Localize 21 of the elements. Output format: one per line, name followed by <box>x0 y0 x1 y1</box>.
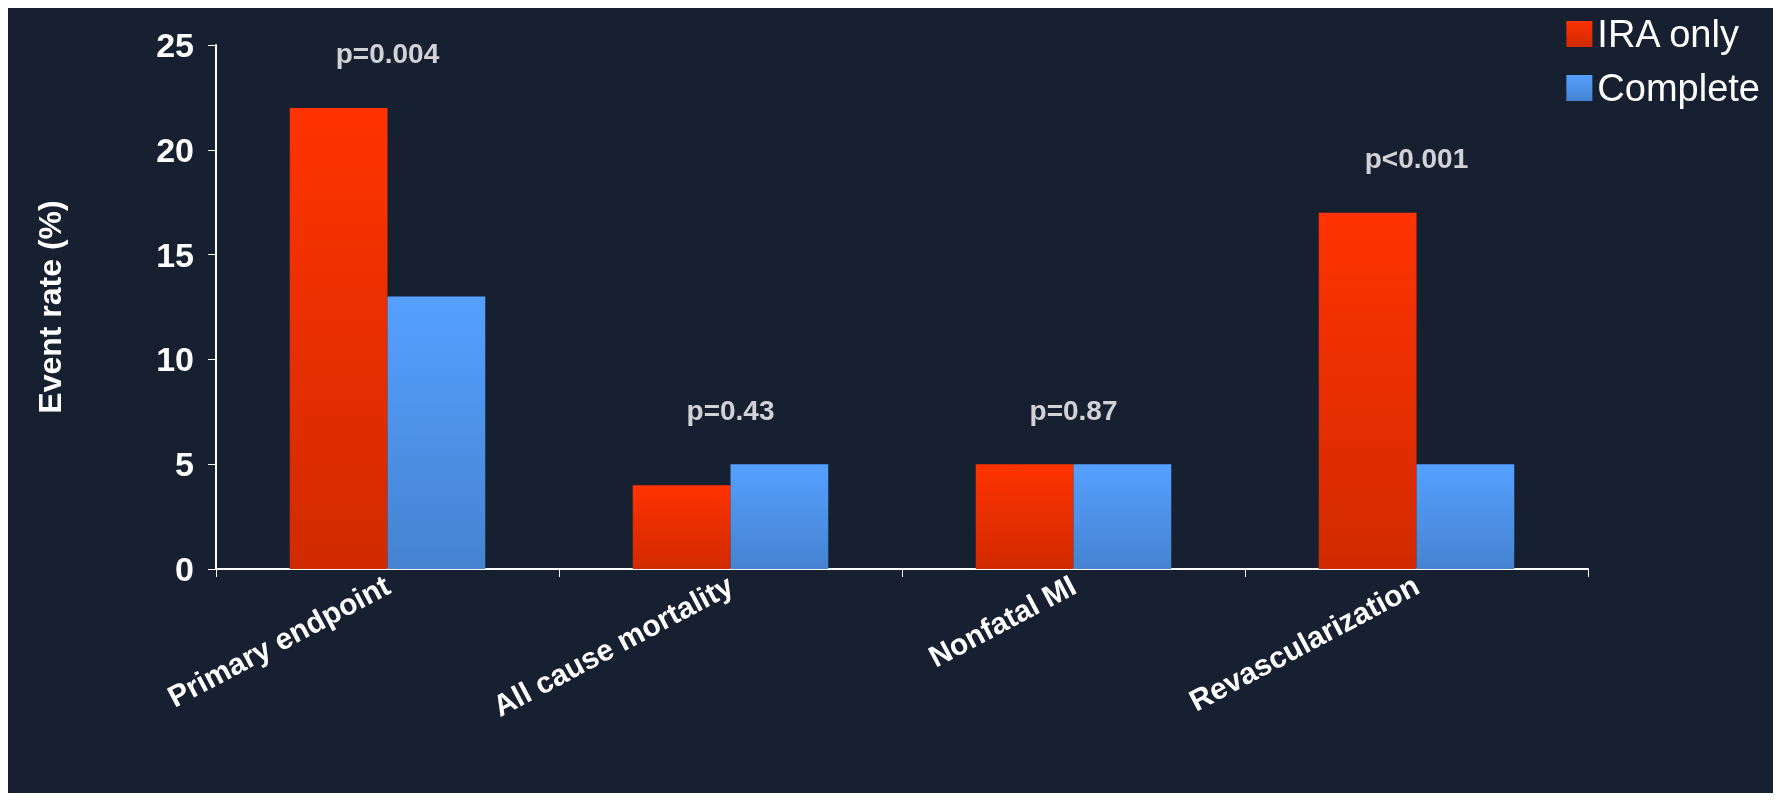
bar <box>632 485 731 569</box>
bar <box>1416 464 1515 569</box>
y-tick-label: 25 <box>156 26 194 64</box>
y-tick-label: 10 <box>156 340 194 379</box>
legend-label: IRA only <box>1597 13 1739 55</box>
annotation: p<0.001 <box>1364 143 1469 175</box>
bar <box>975 464 1074 569</box>
annotation: p=0.43 <box>686 394 775 426</box>
bar <box>387 296 486 569</box>
bar <box>730 464 829 569</box>
bar <box>1318 212 1417 569</box>
bar <box>1073 464 1172 569</box>
bar <box>289 107 388 569</box>
y-tick-label: 20 <box>156 130 194 169</box>
y-tick-label: 5 <box>175 445 194 484</box>
y-tick-label: 0 <box>175 550 194 588</box>
y-tick-label: 15 <box>156 235 194 274</box>
annotation: p=0.004 <box>335 38 440 70</box>
annotation: p=0.87 <box>1029 394 1118 426</box>
y-axis-title: Event rate (%) <box>32 200 68 414</box>
legend-label: Complete <box>1597 67 1761 109</box>
